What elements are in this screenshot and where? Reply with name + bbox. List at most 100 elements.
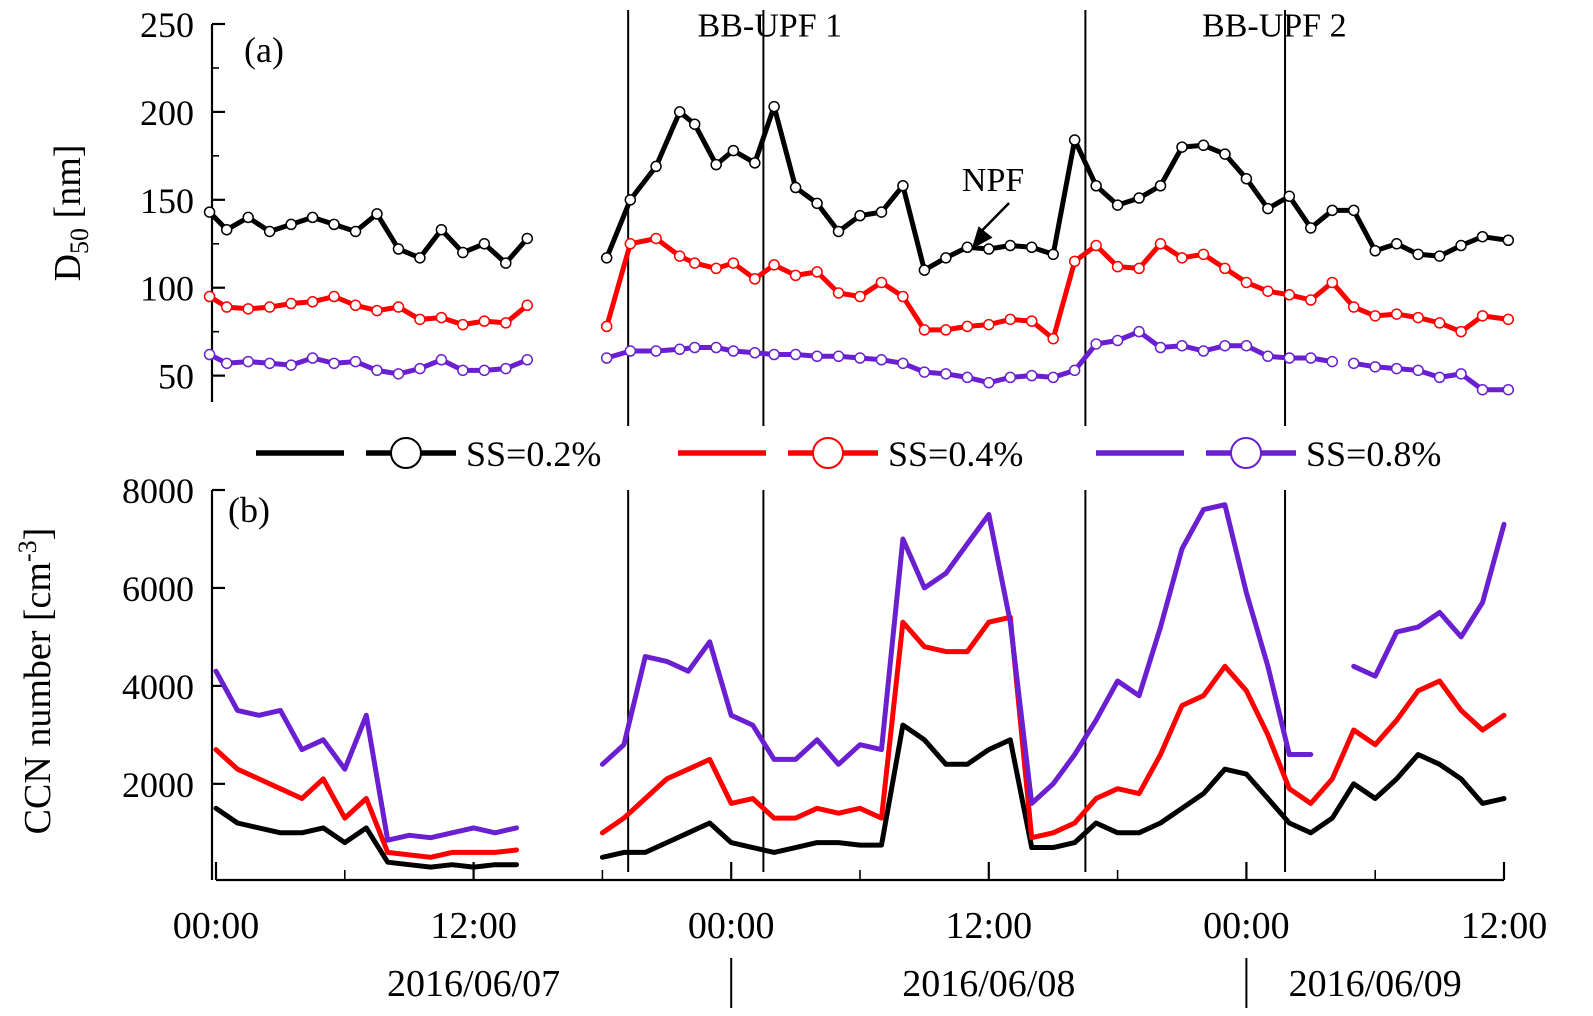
data-point (875, 276, 888, 289)
y-label-unit: [nm] (47, 145, 89, 228)
data-point (1476, 230, 1489, 243)
data-point (1433, 250, 1446, 262)
data-point (414, 313, 426, 326)
data-point (1502, 313, 1515, 326)
legend-marker (1230, 437, 1262, 469)
data-point (285, 297, 297, 310)
x-tick-label: 12:00 (1461, 905, 1548, 947)
data-point (1390, 362, 1403, 375)
data-point (768, 348, 780, 361)
data-point (1176, 252, 1188, 264)
panel-label: (b) (228, 490, 270, 530)
data-point (1305, 352, 1317, 364)
data-point (749, 157, 761, 169)
data-point (897, 179, 909, 192)
annotation-label: BB-UPF 1 (698, 7, 843, 44)
data-point (727, 144, 740, 157)
annotation-label: BB-UPF 2 (1202, 7, 1347, 44)
data-point (220, 223, 233, 236)
data-point (478, 364, 491, 377)
data-point (1433, 371, 1446, 384)
data-point (1502, 234, 1515, 247)
data-point (600, 252, 613, 264)
data-point (854, 352, 866, 364)
data-point (727, 345, 740, 357)
data-point (1090, 338, 1102, 350)
data-point (349, 355, 362, 368)
data-point (749, 273, 761, 285)
data-point (710, 158, 722, 171)
x-tick-label: 00:00 (688, 905, 775, 947)
data-point (457, 246, 469, 259)
data-point (710, 262, 722, 275)
data-point (1240, 276, 1253, 289)
y-tick-label: 50 (158, 357, 194, 397)
data-point (220, 357, 233, 370)
data-point (673, 343, 686, 356)
annotation-arrow-head (971, 226, 993, 250)
data-point (521, 232, 534, 245)
legend-label: SS=0.8% (1306, 434, 1441, 474)
data-point (478, 238, 491, 250)
data-point (650, 160, 662, 173)
data-point (414, 362, 426, 375)
data-point (1326, 355, 1339, 368)
date-label: 2016/06/08 (902, 963, 1075, 1005)
data-point (832, 350, 845, 363)
data-point (328, 218, 340, 231)
data-point (875, 206, 888, 218)
y-tick-label: 250 (140, 5, 194, 45)
data-point (673, 250, 686, 262)
data-point (392, 368, 405, 380)
data-point (242, 355, 254, 368)
data-point (1068, 134, 1081, 146)
data-point (940, 368, 952, 380)
data-point (832, 225, 845, 238)
data-point (1047, 332, 1059, 345)
data-point (203, 348, 216, 361)
data-point (1283, 190, 1296, 203)
date-label: 2016/06/07 (387, 963, 560, 1005)
data-point (1305, 222, 1317, 234)
data-point (768, 259, 780, 271)
data-point (1219, 262, 1231, 275)
data-point (242, 211, 254, 224)
data-point (521, 299, 534, 312)
data-point (285, 359, 297, 371)
data-point (1262, 202, 1274, 215)
y-tick-label: 200 (140, 93, 194, 133)
data-point (1326, 276, 1339, 289)
data-point (1090, 179, 1102, 192)
x-axis: 00:00 12:00 00:00 12:00 00:00 12:00 2016/06/07… (173, 862, 1548, 1008)
data-point (789, 348, 802, 361)
data-point (1326, 204, 1339, 217)
data-point (688, 341, 701, 354)
series-line-SS=0.8% (599, 502, 1314, 806)
data-point (1369, 361, 1381, 373)
series-line-SS=0.4% (207, 294, 530, 328)
data-point (1197, 248, 1210, 261)
series-line-SS=0.4% (599, 614, 1507, 841)
data-point (673, 106, 686, 118)
data-point (1455, 368, 1467, 380)
series-line-SS=0.8% (213, 668, 519, 843)
data-point (1197, 139, 1210, 152)
data-point (1455, 239, 1467, 252)
data-point (1154, 179, 1167, 192)
data-point (435, 354, 448, 366)
data-point (285, 218, 297, 231)
data-point (727, 257, 740, 269)
data-point (220, 301, 233, 313)
data-point (306, 352, 319, 364)
data-point (1347, 301, 1360, 313)
data-point (242, 303, 254, 315)
data-point (500, 257, 512, 269)
data-point (1047, 371, 1059, 384)
data-point (263, 225, 276, 238)
x-tick-label: 12:00 (430, 905, 517, 947)
y-tick-label: 150 (140, 181, 194, 221)
data-point (789, 269, 802, 282)
data-point (392, 301, 405, 313)
data-point (961, 371, 974, 384)
data-point (1390, 308, 1403, 320)
